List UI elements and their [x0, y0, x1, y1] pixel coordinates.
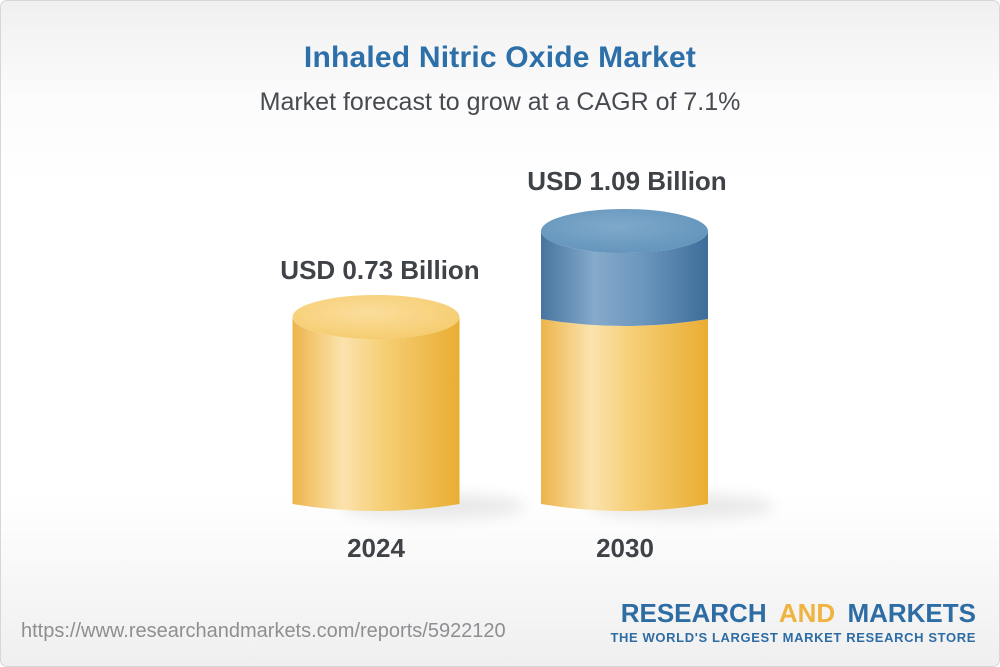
logo-word-research: RESEARCH — [620, 598, 767, 628]
value-label-2024: USD 0.73 Billion — [280, 255, 480, 285]
logo-wordmark: RESEARCH AND MARKETS — [610, 599, 976, 628]
category-label-2030: 2030 — [596, 533, 654, 563]
research-and-markets-logo: RESEARCH AND MARKETS THE WORLD'S LARGEST… — [610, 599, 976, 645]
bar-2024-cylinder — [292, 295, 460, 511]
category-label-2024: 2024 — [347, 533, 405, 563]
value-label-2030: USD 1.09 Billion — [527, 166, 727, 196]
logo-tagline: THE WORLD'S LARGEST MARKET RESEARCH STOR… — [610, 629, 976, 645]
page-subtitle: Market forecast to grow at a CAGR of 7.1… — [259, 88, 741, 116]
logo-word-and: AND — [778, 598, 836, 628]
report-url[interactable]: https://www.researchandmarkets.com/repor… — [21, 620, 506, 642]
bar-2030-growth-segment — [541, 231, 708, 326]
bar-2030-cylinder — [541, 209, 708, 511]
logo-word-markets: MARKETS — [847, 598, 976, 628]
bar-2030-base-segment — [541, 319, 708, 511]
page-title: Inhaled Nitric Oxide Market — [303, 41, 697, 74]
